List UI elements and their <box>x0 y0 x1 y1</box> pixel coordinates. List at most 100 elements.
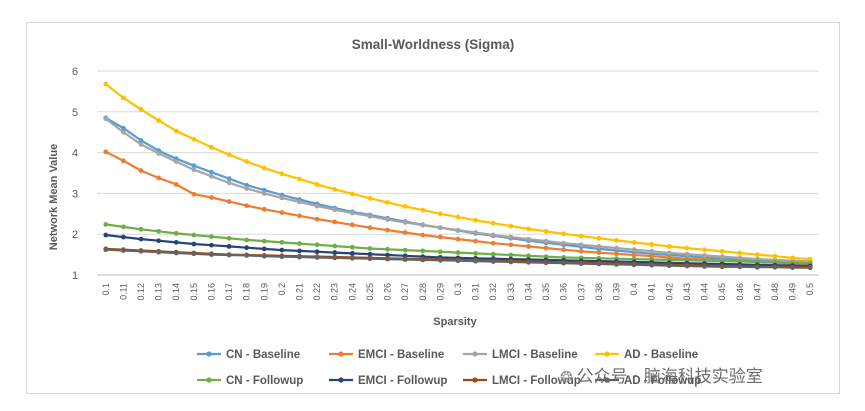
x-tick-label: 0.21 <box>295 283 305 301</box>
x-tick-label: 0.49 <box>788 283 798 301</box>
x-tick-label: 0.31 <box>471 283 481 301</box>
x-tick-label: 0.15 <box>189 283 199 301</box>
data-point <box>790 255 795 261</box>
data-point <box>437 257 443 263</box>
data-point <box>138 106 144 112</box>
x-tick-label: 0.3 <box>453 283 463 296</box>
data-point <box>103 81 109 87</box>
data-point <box>578 233 584 239</box>
x-tick-label: 0.44 <box>700 283 710 301</box>
data-point <box>226 199 232 204</box>
data-point <box>226 180 232 186</box>
legend-label: LMCI - Baseline <box>492 349 578 361</box>
y-tick-label: 4 <box>72 148 78 160</box>
axis-layer: 1 2 3 4 5 6 0.1 0.11 0.12 0.13 0.14 0.15 0.16 0.17 0.1… <box>72 66 819 301</box>
data-point <box>138 236 144 242</box>
data-point <box>437 225 443 231</box>
data-point <box>226 235 232 241</box>
data-point <box>279 171 285 177</box>
x-tick-label: 0.34 <box>523 283 533 301</box>
data-point <box>156 151 162 156</box>
x-tick-label: 0.43 <box>682 283 692 301</box>
data-point <box>367 246 373 251</box>
data-point <box>455 227 461 233</box>
data-point <box>754 264 760 270</box>
data-point <box>191 163 197 169</box>
legend-swatch-marker <box>472 377 478 383</box>
x-tick-label: 0.11 <box>118 283 128 300</box>
x-tick-label: 0.41 <box>647 283 657 301</box>
data-point <box>719 248 725 254</box>
legend: CN - Baseline EMCI - Baseline LMCI - Basel… <box>197 349 701 387</box>
data-point <box>578 248 584 254</box>
data-point <box>314 182 320 187</box>
data-point <box>614 251 619 257</box>
data-point <box>226 152 232 158</box>
data-point <box>367 195 373 201</box>
data-point <box>156 238 162 244</box>
data-point <box>332 243 338 249</box>
data-point <box>754 252 760 257</box>
data-point <box>173 182 179 187</box>
watermark-text: 公众号 · 脑海科技实验室 <box>576 367 763 387</box>
x-axis-title: Sparsity <box>433 316 477 328</box>
data-point <box>209 173 214 179</box>
data-point <box>261 165 267 171</box>
data-point <box>508 252 514 258</box>
x-tick-label: 0.35 <box>541 283 551 301</box>
series-layer <box>103 81 813 271</box>
data-point <box>402 230 408 235</box>
data-point <box>684 245 690 251</box>
legend-label: AD - Followup <box>624 375 701 387</box>
data-point <box>666 244 672 249</box>
data-point <box>526 226 531 232</box>
x-tick-label: 0.4 <box>629 283 639 296</box>
data-point <box>244 203 250 209</box>
data-point <box>191 241 197 247</box>
data-point <box>473 258 479 264</box>
data-point <box>666 263 672 269</box>
legend-swatch-marker <box>472 351 478 357</box>
data-point <box>367 225 373 231</box>
data-point <box>191 251 197 257</box>
data-point <box>332 207 338 213</box>
data-point <box>473 238 479 244</box>
data-point <box>737 264 743 270</box>
data-point <box>191 167 197 173</box>
data-point <box>349 210 355 216</box>
legend-item: CN - Baseline <box>197 349 300 361</box>
data-point <box>543 228 549 234</box>
data-point <box>385 227 390 233</box>
data-point <box>649 242 655 247</box>
data-point <box>226 176 232 182</box>
y-tick-label: 2 <box>72 229 78 241</box>
x-tick-label: 0.23 <box>330 283 340 301</box>
data-point <box>332 250 338 255</box>
x-tick-label: 0.33 <box>506 283 516 301</box>
legend-swatch-marker <box>604 351 610 357</box>
data-point <box>349 255 355 261</box>
x-tick-label: 0.39 <box>611 283 621 301</box>
x-tick-label: 0.46 <box>735 283 745 301</box>
legend-label: AD - Baseline <box>624 349 698 361</box>
data-point <box>490 259 496 264</box>
data-point <box>279 254 285 260</box>
data-point <box>508 242 514 248</box>
legend-item: AD - Baseline <box>595 349 698 361</box>
legend-item: LMCI - Followup <box>463 375 581 387</box>
data-point <box>121 234 126 240</box>
data-point <box>490 220 496 226</box>
data-point <box>138 142 144 147</box>
legend-swatch-marker <box>206 377 212 383</box>
data-point <box>614 245 619 251</box>
data-point <box>508 223 514 229</box>
data-point <box>807 256 813 262</box>
data-point <box>702 264 707 269</box>
data-point <box>173 250 179 256</box>
data-point <box>596 235 602 241</box>
data-point <box>561 260 567 266</box>
legend-label: LMCI - Followup <box>492 375 581 387</box>
legend-item: AD - Followup <box>595 375 701 387</box>
data-point <box>332 186 338 192</box>
series-0 <box>103 115 813 266</box>
